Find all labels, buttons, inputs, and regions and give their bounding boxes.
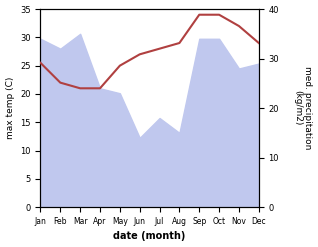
X-axis label: date (month): date (month) [114, 231, 186, 242]
Y-axis label: med. precipitation
(kg/m2): med. precipitation (kg/m2) [293, 66, 313, 150]
Y-axis label: max temp (C): max temp (C) [5, 77, 15, 139]
